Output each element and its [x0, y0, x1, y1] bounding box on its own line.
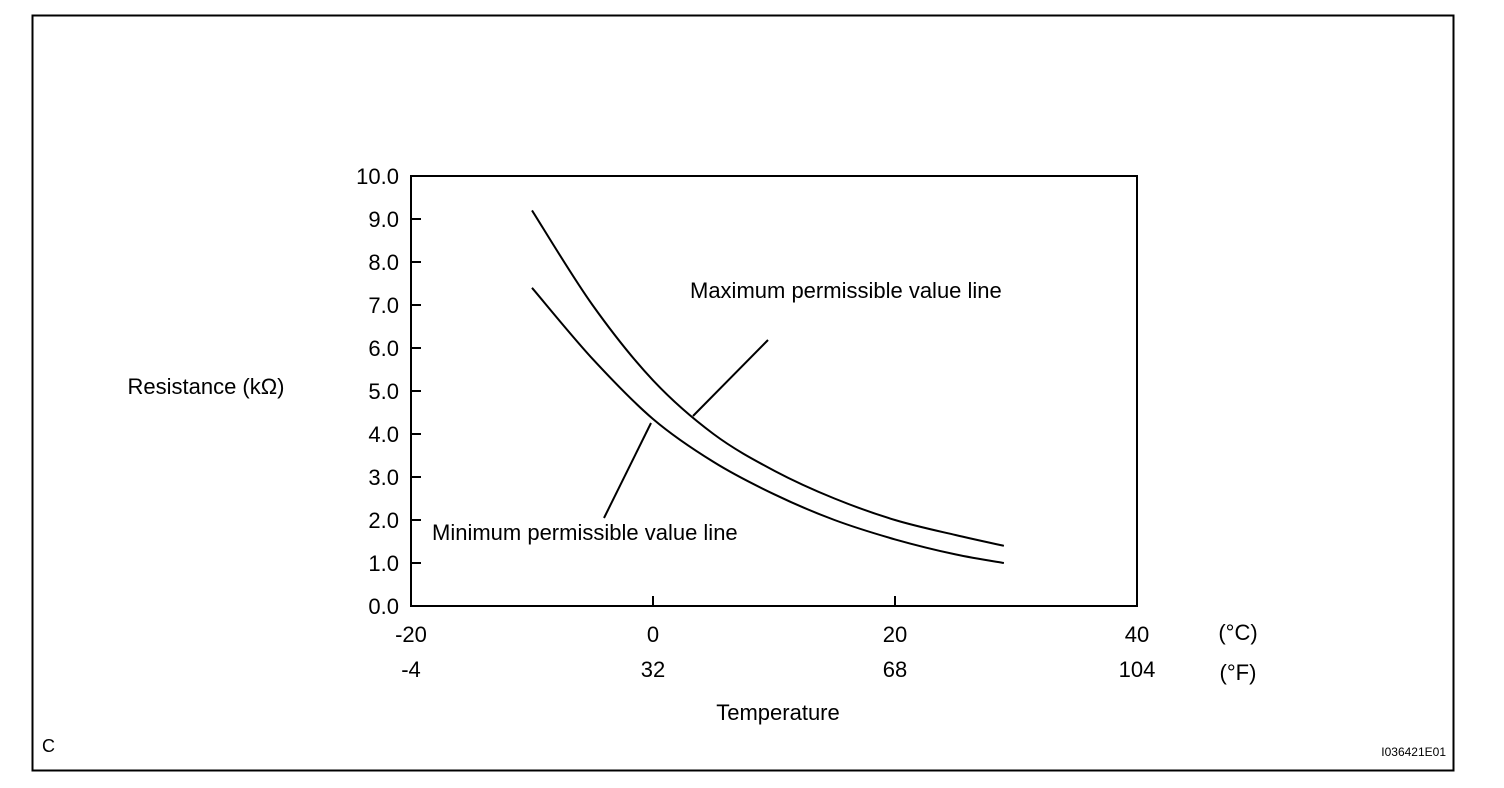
x-axis-title: Temperature: [716, 700, 840, 725]
x-unit-fahrenheit: (°F): [1220, 660, 1257, 685]
x-tick-label-celsius: 20: [883, 622, 907, 647]
x-tick-label-fahrenheit: 32: [641, 657, 665, 682]
y-axis-title: Resistance (kΩ): [127, 374, 284, 399]
y-tick-label: 10.0: [356, 164, 399, 189]
max-annotation-leader: [692, 339, 769, 417]
x-tick-label-fahrenheit: 68: [883, 657, 907, 682]
x-tick-label-celsius: -20: [395, 622, 427, 647]
min-annotation-leader: [603, 422, 652, 519]
series-layer: [531, 209, 1005, 564]
y-tick-label: 3.0: [368, 465, 399, 490]
y-tick-label: 7.0: [368, 293, 399, 318]
min-permissible-line: [531, 287, 1005, 564]
x-tick-label-fahrenheit: -4: [401, 657, 421, 682]
y-tick-label: 8.0: [368, 250, 399, 275]
y-axis: 0.0 1.0 2.0 3.0 4.0 5.0 6.0 7.0 8.0 9.0 10.0: [356, 164, 421, 619]
corner-label: C: [42, 736, 55, 756]
figure-code: I036421E01: [1381, 745, 1446, 759]
x-tick-label-fahrenheit: 104: [1119, 657, 1156, 682]
y-tick-label: 1.0: [368, 551, 399, 576]
annotations: Maximum permissible value line Minimum pe…: [432, 278, 1002, 545]
figure-border: [31, 14, 1455, 772]
y-tick-label: 5.0: [368, 379, 399, 404]
x-axis: -20 -4 0 32 20 68 40 104: [395, 596, 1155, 682]
y-tick-label: 6.0: [368, 336, 399, 361]
x-tick-label-celsius: 0: [647, 622, 659, 647]
x-tick-label-celsius: 40: [1125, 622, 1149, 647]
x-unit-celsius: (°C): [1218, 620, 1257, 645]
y-tick-label: 2.0: [368, 508, 399, 533]
y-tick-label: 4.0: [368, 422, 399, 447]
y-tick-label: 9.0: [368, 207, 399, 232]
min-annotation-label: Minimum permissible value line: [432, 520, 738, 545]
max-permissible-line: [531, 209, 1005, 547]
max-annotation-label: Maximum permissible value line: [690, 278, 1002, 303]
y-tick-label: 0.0: [368, 594, 399, 619]
